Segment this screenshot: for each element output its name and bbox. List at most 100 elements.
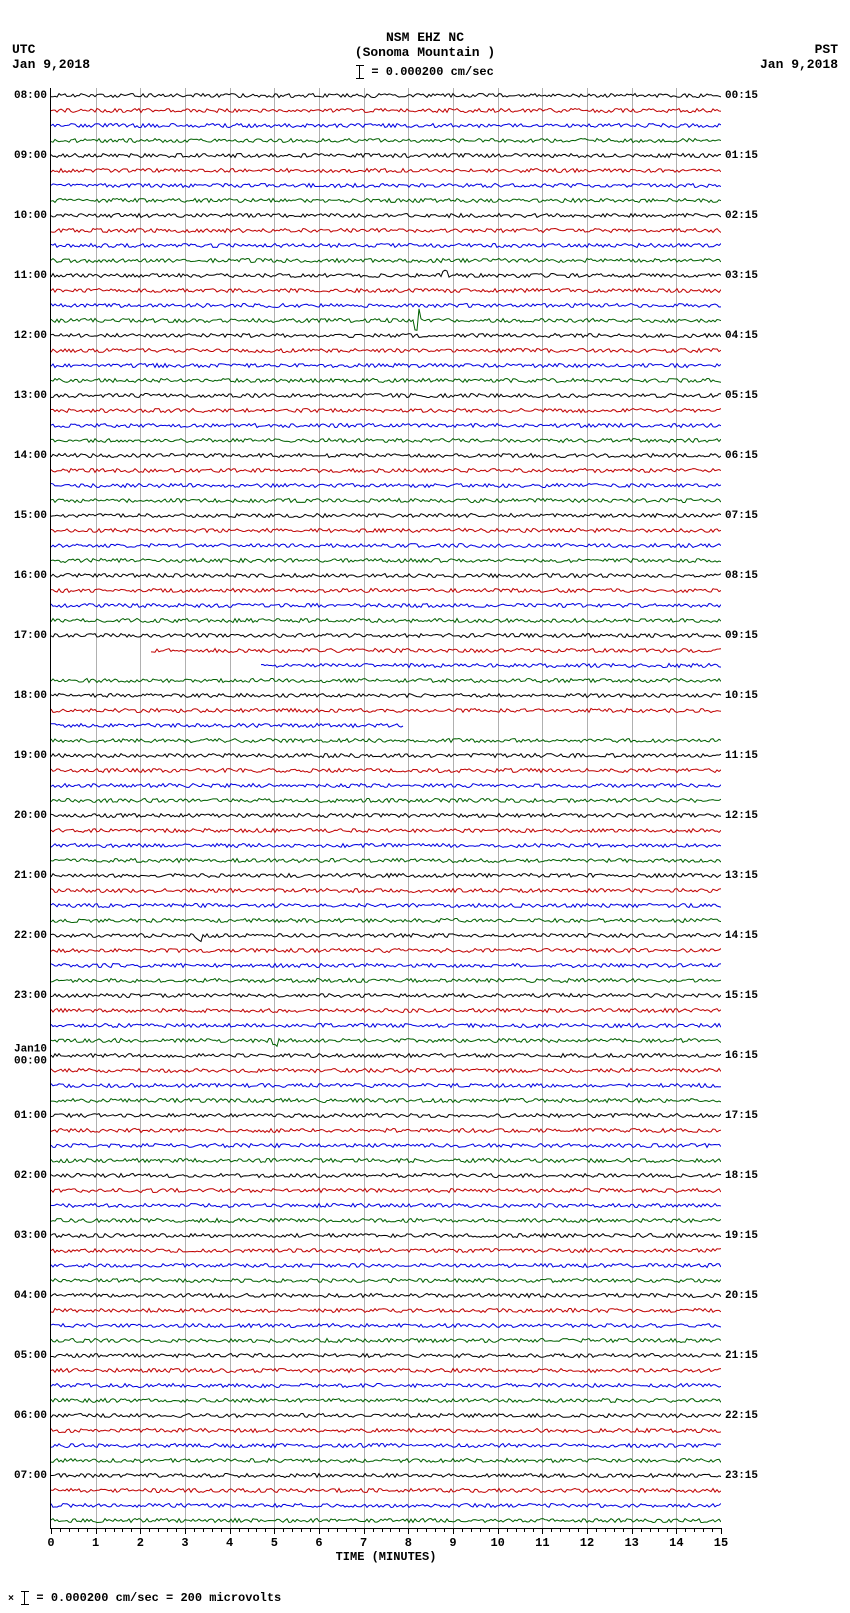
utc-time-label: 13:00 (14, 390, 51, 402)
seismic-trace (51, 364, 721, 368)
scale-indicator: = 0.000200 cm/sec (0, 65, 850, 79)
seismic-trace (51, 244, 721, 248)
seismic-trace (151, 649, 721, 653)
seismic-trace (51, 1504, 721, 1508)
seismic-trace (51, 184, 721, 188)
utc-time-label: 19:00 (14, 750, 51, 762)
seismic-trace (51, 1519, 721, 1523)
pst-time-label: 02:15 (721, 210, 758, 222)
seismic-trace (51, 1219, 721, 1223)
xtick-label: 7 (360, 1536, 367, 1550)
xtick-label: 9 (449, 1536, 456, 1550)
xtick-minor (194, 1528, 195, 1532)
scale-text: = 0.000200 cm/sec (371, 65, 493, 79)
pst-time-label: 08:15 (721, 570, 758, 582)
xtick (721, 1528, 722, 1534)
xtick-minor (149, 1528, 150, 1532)
pst-time-label: 01:15 (721, 150, 758, 162)
xtick-minor (337, 1528, 338, 1532)
xtick-minor (694, 1528, 695, 1532)
xtick-minor (489, 1528, 490, 1532)
seismic-trace (51, 484, 721, 488)
xtick-label: 3 (181, 1536, 188, 1550)
footer-text: = 0.000200 cm/sec = 200 microvolts (36, 1591, 281, 1605)
seismic-trace (51, 309, 721, 331)
seismic-trace (51, 1009, 721, 1013)
xtick-minor (310, 1528, 311, 1532)
seismic-trace (51, 1039, 721, 1047)
seismic-trace (51, 94, 721, 98)
trace-canvas (51, 88, 721, 1528)
seismic-trace (51, 619, 721, 623)
seismic-trace (51, 754, 721, 758)
seismic-trace (51, 1384, 721, 1388)
seismic-trace (51, 379, 721, 383)
xtick-label: 4 (226, 1536, 233, 1550)
utc-time-label: 01:00 (14, 1110, 51, 1122)
xtick (587, 1528, 588, 1534)
utc-time-label: 06:00 (14, 1410, 51, 1422)
xtick-minor (578, 1528, 579, 1532)
xtick-minor (167, 1528, 168, 1532)
seismic-trace (51, 1234, 721, 1238)
xtick (408, 1528, 409, 1534)
seismic-trace (51, 424, 721, 428)
xtick-minor (551, 1528, 552, 1532)
utc-time-label: 03:00 (14, 1230, 51, 1242)
xtick (51, 1528, 52, 1534)
seismic-trace (51, 1279, 721, 1283)
seismic-trace (51, 270, 721, 277)
xtick-minor (569, 1528, 570, 1532)
xtick-minor (265, 1528, 266, 1532)
xtick-label: 0 (47, 1536, 54, 1550)
xtick-minor (650, 1528, 651, 1532)
xtick-minor (328, 1528, 329, 1532)
seismic-trace (51, 1474, 721, 1478)
xtick-minor (176, 1528, 177, 1532)
seismic-trace (51, 304, 721, 308)
pst-time-label: 00:15 (721, 90, 758, 102)
xtick-minor (399, 1528, 400, 1532)
seismic-trace (51, 109, 721, 113)
xtick-minor (471, 1528, 472, 1532)
xtick-minor (60, 1528, 61, 1532)
xtick-minor (221, 1528, 222, 1532)
xtick (364, 1528, 365, 1534)
seismic-trace (51, 559, 721, 563)
seismic-trace (51, 1369, 721, 1373)
seismic-trace (51, 1144, 721, 1148)
xtick-minor (382, 1528, 383, 1532)
seismic-trace (51, 1459, 721, 1463)
seismic-trace (51, 1264, 721, 1268)
xtick (453, 1528, 454, 1534)
seismic-trace (261, 664, 721, 668)
utc-time-label: 16:00 (14, 570, 51, 582)
pst-time-label: 15:15 (721, 990, 758, 1002)
seismic-trace (51, 229, 721, 233)
xtick-minor (623, 1528, 624, 1532)
utc-time-label: 10:00 (14, 210, 51, 222)
seismic-trace (51, 919, 721, 923)
utc-time-label: Jan1000:00 (14, 1044, 51, 1067)
pst-time-label: 11:15 (721, 750, 758, 762)
seismic-trace (51, 1414, 721, 1418)
xtick-label: 8 (405, 1536, 412, 1550)
utc-time-label: 02:00 (14, 1170, 51, 1182)
utc-time-label: 15:00 (14, 510, 51, 522)
seismic-trace (51, 289, 721, 293)
xtick-minor (596, 1528, 597, 1532)
utc-time-label: 20:00 (14, 810, 51, 822)
utc-time-label: 23:00 (14, 990, 51, 1002)
seismic-trace (51, 604, 721, 608)
seismic-trace (51, 889, 721, 893)
seismic-trace (51, 1024, 721, 1028)
seismic-trace (51, 964, 721, 968)
xtick-minor (283, 1528, 284, 1532)
seismic-trace (51, 1174, 721, 1178)
pst-time-label: 03:15 (721, 270, 758, 282)
xtick-minor (667, 1528, 668, 1532)
seismic-trace (51, 859, 721, 863)
xtick-minor (212, 1528, 213, 1532)
utc-time-label: 04:00 (14, 1290, 51, 1302)
seismic-trace (51, 1339, 721, 1343)
